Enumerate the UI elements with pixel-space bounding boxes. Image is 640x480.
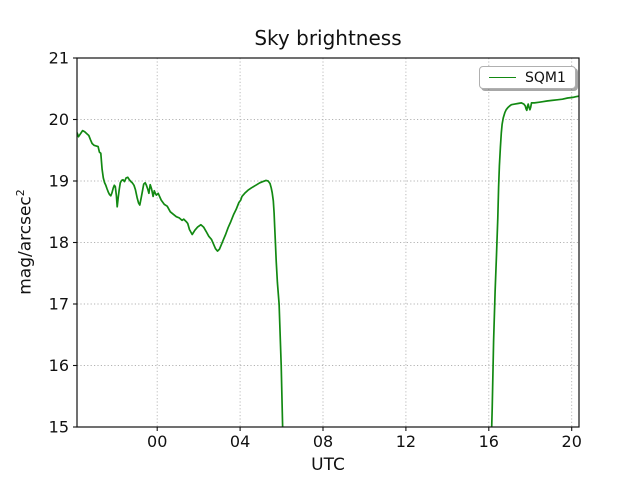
x-tick-label: 16 — [479, 432, 499, 451]
x-tick-label: 12 — [396, 432, 416, 451]
axes-spines — [76, 57, 580, 428]
legend-line-sample — [489, 77, 516, 78]
series-line-sqm1 — [77, 129, 284, 427]
y-tick-label: 18 — [49, 233, 69, 252]
legend: SQM1 — [479, 66, 576, 89]
legend-label: SQM1 — [525, 69, 566, 86]
x-tick-label: 00 — [147, 432, 167, 451]
y-tick-label: 16 — [49, 356, 69, 375]
x-tick-label: 04 — [230, 432, 250, 451]
x-tick-label: 08 — [313, 432, 333, 451]
y-tick-label: 21 — [49, 48, 69, 67]
y-tick-label: 17 — [49, 294, 69, 313]
x-tick-label: 20 — [562, 432, 582, 451]
y-tick-label: 15 — [49, 417, 69, 436]
chart-title: Sky brightness — [254, 26, 402, 50]
y-tick-label: 19 — [49, 171, 69, 190]
y-tick-label: 20 — [49, 110, 69, 129]
x-axis-label: UTC — [311, 455, 345, 475]
series-line-sqm1 — [490, 95, 579, 427]
